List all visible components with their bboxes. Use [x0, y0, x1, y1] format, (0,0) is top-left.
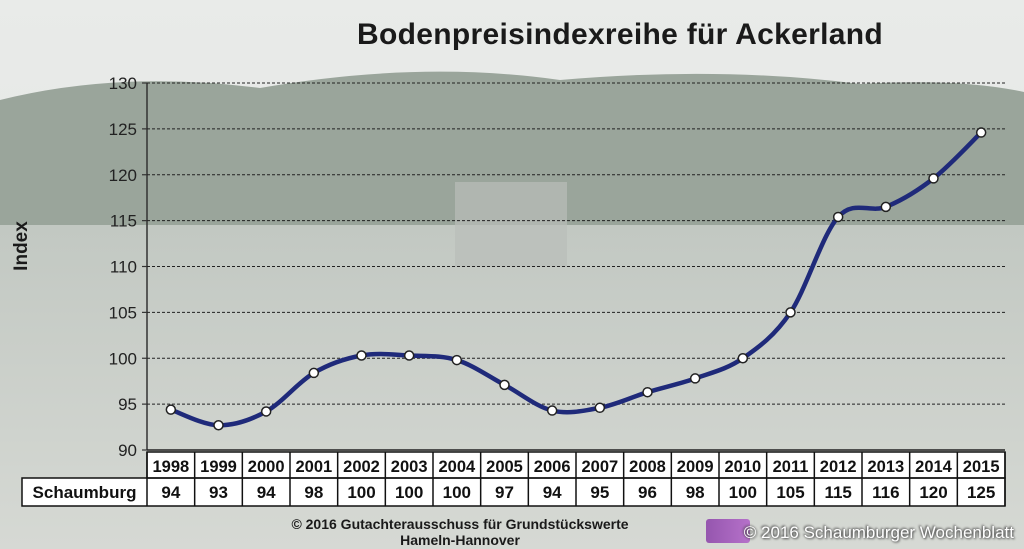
- y-tick-label: 90: [118, 441, 137, 460]
- data-point: [689, 373, 701, 384]
- table-value-cell: 98: [304, 483, 323, 502]
- x-tick-label: 2011: [773, 458, 809, 476]
- x-tick-label: 2015: [963, 458, 1000, 476]
- x-tick-label: 2005: [486, 458, 523, 476]
- data-point: [499, 379, 510, 391]
- y-tick-label: 100: [109, 349, 137, 368]
- table-value-cell: 93: [209, 483, 228, 502]
- x-tick-label: 2013: [867, 458, 904, 476]
- data-point: [403, 350, 415, 361]
- data-point: [451, 354, 463, 366]
- x-tick-label: 2004: [438, 458, 476, 476]
- source-footer: © 2016 Gutachterausschuss für Grundstück…: [230, 516, 690, 548]
- x-tick-label: 2014: [915, 458, 953, 476]
- grid-lines: [142, 82, 1005, 451]
- table-value-cell: 105: [776, 483, 804, 502]
- y-tick-labels: 90 95 100 105 110 115 120 125 130: [109, 74, 137, 460]
- table-value-cell: 100: [729, 483, 757, 502]
- tractor-silhouette: [455, 182, 567, 267]
- series-path: [170, 130, 983, 428]
- data-point: [260, 406, 272, 417]
- y-tick-label: 115: [110, 212, 137, 231]
- source-line-2: Hameln-Hannover: [400, 532, 520, 548]
- chart-title: Bodenpreisindexreihe für Ackerland: [357, 18, 883, 51]
- y-tick-label: 110: [110, 258, 137, 277]
- series-line: [170, 130, 983, 428]
- table-value-cell: 125: [967, 483, 995, 502]
- table-value-cell: 115: [824, 483, 851, 502]
- x-tick-label: 2012: [820, 458, 857, 476]
- x-tick-label: 1999: [200, 458, 237, 476]
- table-value-cell: 94: [257, 483, 276, 502]
- data-point: [975, 127, 987, 138]
- x-tick-label: 2000: [248, 458, 285, 476]
- x-tick-label: 2002: [343, 458, 380, 476]
- series-points: [165, 127, 987, 431]
- y-tick-label: 105: [109, 303, 137, 322]
- table-value-cell: 120: [919, 483, 947, 502]
- data-point: [928, 173, 939, 184]
- data-point: [737, 353, 749, 364]
- data-point: [785, 307, 796, 318]
- table-value-cell: 94: [543, 483, 562, 502]
- data-point: [165, 404, 177, 415]
- publisher-logo: [706, 519, 750, 543]
- data-point: [642, 386, 653, 398]
- data-point: [880, 201, 892, 213]
- x-tick-label: 2003: [391, 458, 428, 476]
- x-tick-label: 2006: [534, 458, 571, 476]
- x-tick-label: 2010: [724, 458, 761, 476]
- y-tick-label: 120: [109, 166, 137, 185]
- table-value-cell: 100: [395, 483, 423, 502]
- y-tick-label: 130: [109, 74, 137, 93]
- x-tick-label: 2009: [677, 458, 714, 476]
- data-point: [308, 367, 320, 379]
- table-value-cell: 116: [872, 483, 899, 502]
- data-point: [832, 211, 844, 223]
- table-value-cell: 97: [495, 483, 514, 502]
- data-point: [356, 350, 367, 361]
- data-point: [594, 402, 606, 414]
- table-value-cell: 96: [638, 483, 657, 502]
- x-tick-label: 2001: [295, 458, 332, 476]
- table-value-cell: 98: [686, 483, 705, 502]
- table-value-cell: 100: [443, 483, 471, 502]
- x-tick-label: 2007: [581, 458, 618, 476]
- table-row-bg: [22, 478, 1005, 506]
- data-point: [546, 405, 558, 416]
- table-value-cell: 95: [590, 483, 609, 502]
- x-tick-label: 1998: [152, 458, 189, 476]
- copyright-notice: © 2016 Schaumburger Wochenblatt: [743, 523, 1014, 542]
- x-tick-label: 2008: [629, 458, 666, 476]
- source-line-1: © 2016 Gutachterausschuss für Grundstück…: [291, 516, 629, 532]
- data-table: Schaumburg 1998 94 1999 93 2000 94 2001 98 2002 10…: [21, 451, 1006, 507]
- table-value-cell: 94: [161, 483, 180, 502]
- table-value-cell: 100: [347, 483, 375, 502]
- y-tick-label: 95: [118, 395, 137, 414]
- table-row-label: Schaumburg: [33, 483, 137, 502]
- data-point: [213, 419, 224, 431]
- y-tick-label: 125: [109, 120, 137, 139]
